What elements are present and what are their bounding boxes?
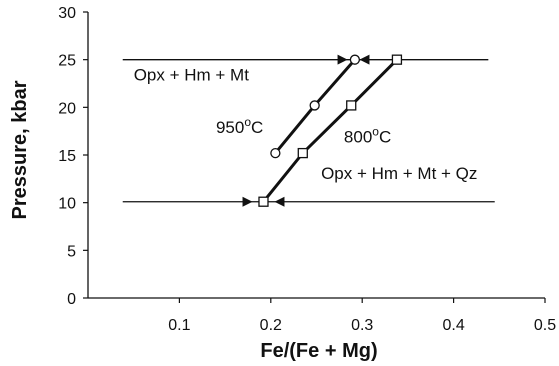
series-line <box>262 58 398 203</box>
x-tick-label: 0.5 <box>534 317 556 334</box>
square-point <box>346 100 357 111</box>
y-tick-label: 20 <box>58 100 76 117</box>
annotations: Opx + Hm + Mt 950oC 800oC Opx + Hm + Mt + Q… <box>134 66 478 183</box>
x-tick-label: 0.4 <box>442 317 464 334</box>
square-point <box>391 54 403 65</box>
x-tick-label: 0.2 <box>260 317 282 334</box>
x-axis-label: Fe/(Fe + Mg) <box>260 340 377 362</box>
y-tick-label: 0 <box>67 291 76 308</box>
arrowhead-left <box>274 196 285 207</box>
annotation: 800oC <box>344 125 391 147</box>
data-series <box>258 54 403 207</box>
arrowhead-right <box>242 196 253 207</box>
circle-point <box>309 100 320 111</box>
annotation: Opx + Hm + Mt <box>134 66 250 85</box>
y-tick-label: 15 <box>58 148 76 165</box>
x-tick-label: 0.3 <box>351 317 373 334</box>
axes <box>83 11 546 303</box>
x-tick-label: 0.1 <box>168 317 190 334</box>
y-tick-label: 25 <box>58 53 76 70</box>
tick-labels: 0 5 10 15 20 25 30 0.1 0.2 0.3 0.4 0.5 <box>58 5 556 334</box>
annotation: 950oC <box>216 115 263 137</box>
arrowhead-left <box>359 54 370 65</box>
y-tick-label: 30 <box>58 5 76 22</box>
circle-point <box>349 54 361 65</box>
y-tick-label: 10 <box>58 196 76 213</box>
tie-lines <box>122 54 495 207</box>
arrowhead-right <box>337 54 348 65</box>
circle-point <box>270 147 281 159</box>
square-point <box>297 147 308 159</box>
square-point <box>258 196 269 207</box>
y-axis-label: Pressure, kbar <box>9 80 31 219</box>
annotation: Opx + Hm + Mt + Qz <box>321 164 477 183</box>
y-tick-label: 5 <box>67 243 76 260</box>
